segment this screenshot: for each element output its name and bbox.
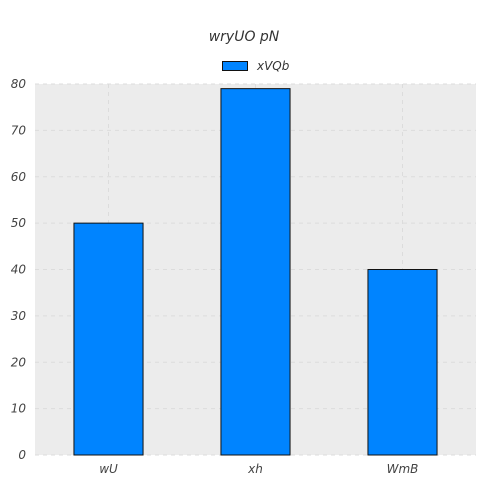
- y-tick-label: 80: [11, 77, 27, 91]
- y-tick-label: 50: [11, 216, 27, 230]
- x-tick-label: WmB: [387, 462, 419, 476]
- x-tick-label: xh: [247, 462, 263, 476]
- bar-wU: [73, 222, 144, 456]
- y-tick-label: 70: [11, 123, 27, 137]
- x-tick-label: wU: [99, 462, 118, 476]
- legend-swatch: [222, 61, 248, 71]
- y-tick-label: 40: [11, 263, 27, 277]
- bar-xh: [220, 88, 291, 456]
- chart-title: wryUO pN: [208, 29, 280, 45]
- y-tick-label: 20: [11, 355, 27, 369]
- legend: xVQb: [222, 58, 289, 74]
- y-tick-label: 0: [18, 448, 26, 462]
- bar-WmB: [367, 269, 438, 456]
- y-tick-label: 60: [11, 170, 27, 184]
- y-tick-label: 10: [11, 402, 27, 416]
- y-tick-label: 30: [11, 309, 27, 323]
- legend-label: xVQb: [257, 59, 290, 73]
